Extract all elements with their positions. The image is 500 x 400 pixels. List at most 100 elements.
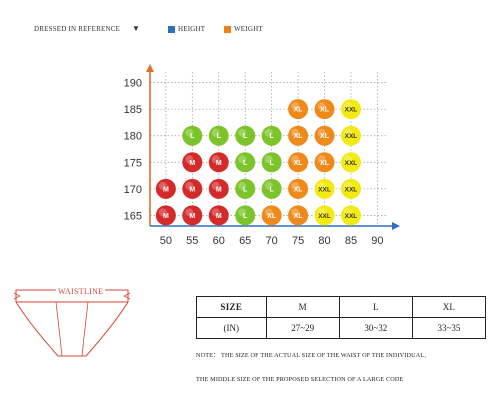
size-bubble: L — [208, 125, 229, 146]
note-line-1: NOTE： THE SIZE OF THE ACTUAL SIZE OF THE… — [196, 352, 427, 359]
bubble-label: M — [163, 213, 169, 220]
size-bubble: XL — [288, 99, 309, 120]
y-tick-label: 170 — [124, 184, 142, 196]
bubble-circle — [261, 125, 282, 146]
bubble-circle — [235, 125, 256, 146]
x-axis-arrow-icon — [392, 222, 400, 230]
in-header: (IN) — [196, 317, 267, 339]
bubble-label: XL — [320, 107, 330, 114]
bubble-label: XL — [320, 133, 330, 140]
bubble-label: XL — [294, 133, 304, 140]
bubble-highlight — [264, 155, 273, 164]
table-cell: 33~35 — [411, 317, 487, 339]
size-bubble: XL — [314, 152, 335, 173]
bubble-highlight — [343, 208, 352, 217]
bubble-label: M — [189, 213, 195, 220]
bubble-circle — [182, 152, 203, 173]
bubble-highlight — [317, 102, 326, 111]
bubble-highlight — [238, 128, 247, 137]
size-bubble: XXL — [340, 205, 361, 226]
bubble-highlight — [238, 155, 247, 164]
bubble-label: XL — [267, 213, 277, 220]
brief-body-outline — [15, 301, 129, 357]
bubble-highlight — [291, 102, 300, 111]
bubble-label: M — [216, 213, 222, 220]
size-bubble: M — [208, 178, 229, 199]
bubble-circle — [340, 205, 361, 226]
bubble-label: L — [243, 186, 248, 193]
pouch-right-seam — [81, 301, 89, 357]
bubble-circle — [340, 152, 361, 173]
size-bubble: L — [261, 152, 282, 173]
size-bubble: XL — [288, 125, 309, 146]
bubble-circle — [261, 178, 282, 199]
bubble-highlight — [264, 128, 273, 137]
bubble-label: L — [270, 133, 275, 140]
size-bubble: XL — [261, 205, 282, 226]
bubble-circle — [235, 205, 256, 226]
y-tick-label: 180 — [124, 131, 142, 143]
bubble-highlight — [343, 128, 352, 137]
bubble-label: XL — [294, 160, 304, 167]
x-tick-label: 75 — [292, 235, 304, 247]
bubble-circle — [288, 99, 309, 120]
bubble-highlight — [317, 155, 326, 164]
chart-points: M M M L XL XL XXL XXL M M M L L XL XXL XXL M M L L XL XL XXL L L… — [155, 99, 361, 226]
x-tick-label: 55 — [186, 235, 198, 247]
bubble-label: XL — [294, 186, 304, 193]
size-bubble: L — [235, 205, 256, 226]
bubble-highlight — [211, 181, 220, 190]
bubble-highlight — [158, 181, 167, 190]
size-table: SIZE M L XL (IN) 27~29 30~32 33~35 — [196, 296, 487, 339]
pouch-left-seam — [55, 301, 63, 357]
bubble-circle — [288, 205, 309, 226]
bubble-highlight — [264, 181, 273, 190]
bubble-label: XXL — [345, 160, 358, 167]
bubble-label: M — [189, 160, 195, 167]
y-tick-labels: 165 170 175 180 185 190 — [124, 78, 142, 223]
bubble-highlight — [264, 208, 273, 217]
size-bubble: XL — [314, 125, 335, 146]
size-bubble: XL — [288, 152, 309, 173]
bubble-highlight — [211, 208, 220, 217]
waistline-label: WAISTLINE — [56, 287, 106, 296]
bubble-circle — [208, 152, 229, 173]
size-bubble: L — [235, 178, 256, 199]
bubble-label: XXL — [318, 186, 331, 193]
y-axis-arrow-icon — [146, 64, 154, 72]
size-bubble: XL — [288, 205, 309, 226]
bubble-circle — [261, 152, 282, 173]
bubble-circle — [155, 178, 176, 199]
size-bubble: XXL — [340, 99, 361, 120]
bubble-circle — [314, 125, 335, 146]
table-cell: 27~29 — [265, 317, 340, 339]
bubble-label: XXL — [345, 133, 358, 140]
bubble-label: L — [190, 133, 195, 140]
bubble-label: XXL — [345, 186, 358, 193]
bubble-circle — [182, 178, 203, 199]
size-bubble: XXL — [340, 152, 361, 173]
bubble-highlight — [343, 181, 352, 190]
x-tick-label: 70 — [266, 235, 278, 247]
bubble-highlight — [211, 128, 220, 137]
table-row: SIZE M L XL — [196, 296, 487, 318]
bubble-highlight — [317, 181, 326, 190]
bubble-label: M — [189, 186, 195, 193]
bubble-label: XXL — [345, 213, 358, 220]
arrow-right-icon — [123, 292, 131, 300]
size-bubble: M — [182, 152, 203, 173]
x-tick-label: 85 — [345, 235, 357, 247]
bubble-label: XL — [320, 160, 330, 167]
legend-weight-label: WEIGHT — [234, 25, 263, 33]
bubble-label: XL — [294, 213, 304, 220]
bubble-highlight — [291, 208, 300, 217]
size-bubble: XL — [314, 99, 335, 120]
bubble-highlight — [185, 128, 194, 137]
y-tick-label: 165 — [124, 210, 142, 222]
x-tick-labels: 50 55 60 65 70 75 80 85 90 — [160, 235, 384, 247]
y-tick-label: 175 — [124, 157, 142, 169]
bubble-label: L — [217, 133, 222, 140]
bubble-circle — [340, 99, 361, 120]
bubble-label: M — [163, 186, 169, 193]
